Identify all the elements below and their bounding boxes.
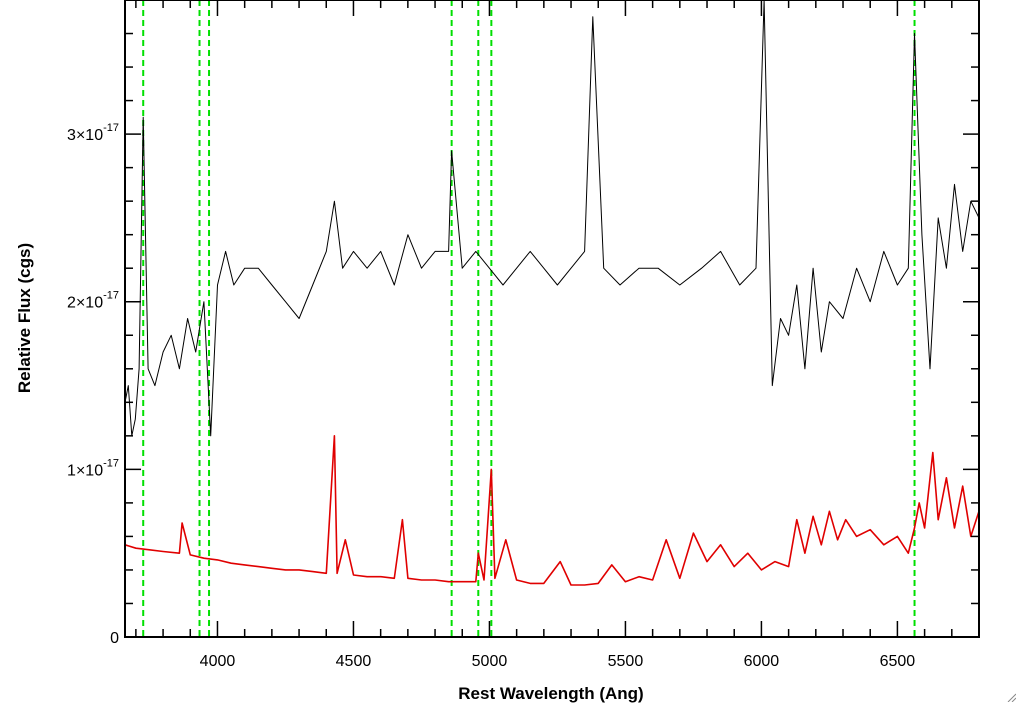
plot-frame [124,0,980,638]
spectrum-line [124,0,980,437]
series-layer [124,0,980,586]
y-tick-labels: 0 1×10-17 2×10-17 3×10-17 [67,122,119,647]
x-tick-label: 4500 [336,653,372,670]
resize-grip-icon[interactable] [1006,692,1016,702]
x-tick-label: 4000 [200,653,236,670]
x-axis-title: Rest Wavelength (Ang) [458,684,643,703]
axes-layer [124,0,980,638]
vertical-marker-lines [142,0,916,637]
x-tick-label: 6000 [744,653,780,670]
x-tick-labels: 4000 4500 5000 5500 6000 6500 [200,653,916,670]
x-tick-label: 5500 [608,653,644,670]
y-axis-title: Relative Flux (cgs) [15,243,34,393]
model-line [124,434,980,586]
y-tick-label: 3×10-17 [67,122,119,144]
x-tick-label: 6500 [880,653,916,670]
y-tick-label: 2×10-17 [67,290,119,312]
y-tick-label: 1×10-17 [67,457,119,479]
y-tick-label: 0 [110,630,119,647]
x-tick-label: 5000 [472,653,508,670]
